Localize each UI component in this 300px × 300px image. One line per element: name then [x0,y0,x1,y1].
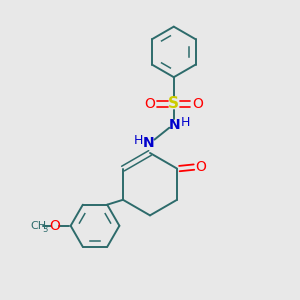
Text: N: N [143,136,154,150]
Text: O: O [144,97,155,111]
Text: O: O [195,160,206,174]
Text: S: S [168,96,179,111]
Text: O: O [192,97,203,111]
Text: 3: 3 [42,225,48,234]
Text: CH: CH [30,221,46,231]
Text: H: H [180,116,190,129]
Text: N: N [169,118,181,132]
Text: O: O [49,219,60,233]
Text: H: H [134,134,143,147]
